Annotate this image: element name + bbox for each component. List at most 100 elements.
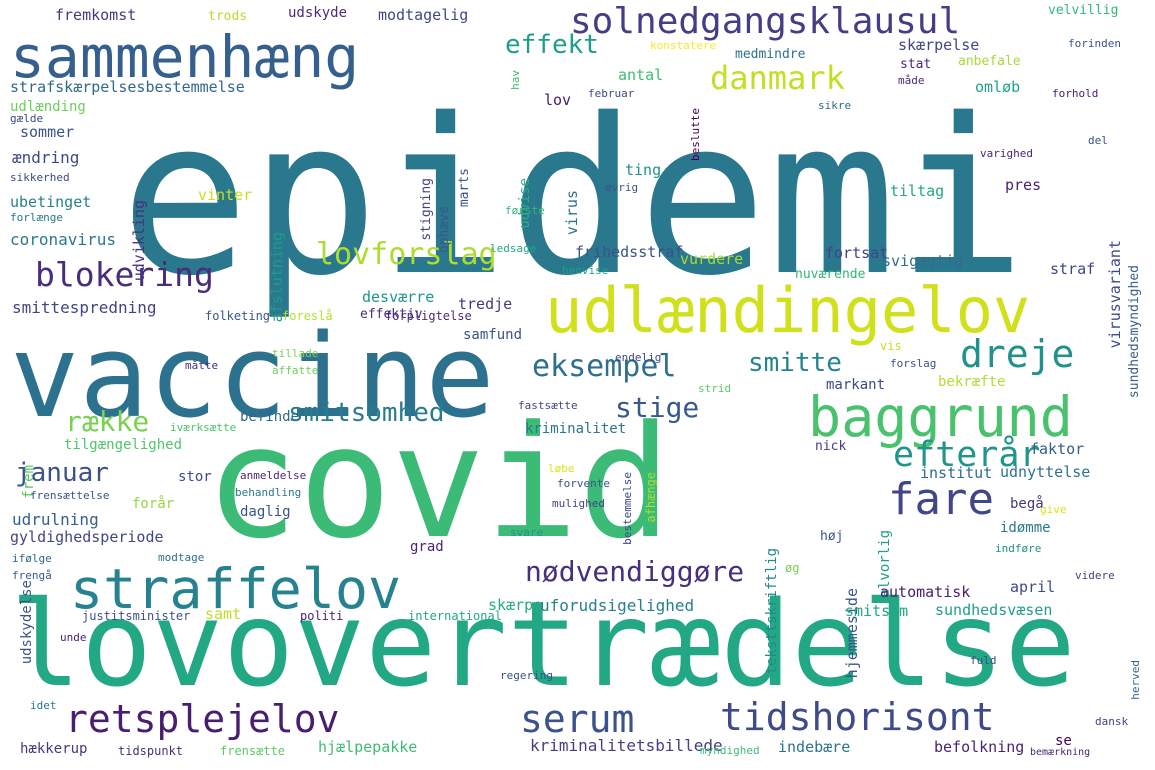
word-frensaette: frensætte bbox=[220, 744, 286, 758]
word-raekke: række bbox=[65, 405, 150, 438]
word-daglig: daglig bbox=[240, 504, 291, 520]
word-forhold: forhold bbox=[1052, 87, 1099, 100]
word-medmindre: medmindre bbox=[735, 47, 806, 62]
word-bekraefte: bekræfte bbox=[938, 374, 1006, 390]
word-fortsat: fortsat bbox=[825, 244, 889, 262]
word-fora-r: forår bbox=[132, 496, 175, 512]
word-tilgaengelighed: tilgængelighed bbox=[64, 437, 183, 453]
word-modtage: modtage bbox=[158, 551, 205, 564]
word-frihedsstraf: frihedsstraf bbox=[575, 243, 684, 261]
word-teksttskriftlig: teksttskriftlig bbox=[764, 548, 780, 675]
word-henvise: henvise bbox=[562, 264, 609, 277]
word-haekkerup: hækkerup bbox=[20, 741, 88, 757]
word-kriminalitetsbillede: kriminalitetsbillede bbox=[530, 736, 723, 755]
word-noedvendiggoere: nødvendiggøre bbox=[525, 555, 745, 588]
word-indebaere: indebære bbox=[778, 738, 851, 756]
word-stor: stor bbox=[178, 469, 212, 485]
word-regering: regering bbox=[500, 669, 553, 682]
word-dreje: dreje bbox=[960, 332, 1075, 376]
word-udskyde: udskyde bbox=[288, 5, 348, 21]
word-bestemmelse: bestemmelse bbox=[621, 472, 634, 545]
word-grad: grad bbox=[410, 539, 444, 555]
word-svigagtig: svigagtig bbox=[882, 252, 964, 270]
word-desvaerre: desværre bbox=[362, 288, 435, 306]
word-virusvariant: virusvariant bbox=[1106, 240, 1124, 349]
word-kriminalitet: kriminalitet bbox=[525, 421, 627, 437]
word-samt: samt bbox=[205, 605, 242, 623]
word-sammenhaeng: sammenhæng bbox=[10, 23, 360, 91]
word-give: give bbox=[1040, 503, 1067, 516]
word-beslutte: beslutte bbox=[689, 108, 702, 161]
word-pres: pres bbox=[1005, 176, 1042, 194]
word-stige: stige bbox=[615, 391, 700, 424]
word-forvente: forvente bbox=[557, 477, 610, 490]
word-vis: vis bbox=[880, 339, 902, 353]
word-virus: virus bbox=[563, 190, 581, 236]
word-oevrig: øvrig bbox=[605, 181, 639, 194]
word-folketing: folketing bbox=[205, 309, 271, 323]
word-forlaenge: forlænge bbox=[10, 211, 63, 224]
word-antal: antal bbox=[618, 66, 664, 84]
word-international: international bbox=[408, 609, 502, 623]
word-retsplejelov: retsplejelov bbox=[65, 697, 340, 741]
word-sundhedsvaesen: sundhedsvæsen bbox=[935, 601, 1053, 619]
word-bega: begå bbox=[1010, 496, 1044, 512]
word-tidspunkt: tidspunkt bbox=[118, 744, 184, 758]
word-nick: nick bbox=[815, 439, 847, 454]
word-tillade: tillade bbox=[272, 347, 319, 360]
word-ophaeve: ophæve bbox=[437, 206, 452, 253]
word-hjaelpepakke: hjælpepakke bbox=[318, 738, 418, 756]
word-skaerpelse: skærpelse bbox=[898, 36, 980, 54]
word-smitsom: smitsom bbox=[845, 602, 909, 620]
word-udlaendingelov: udlændingelov bbox=[545, 274, 1031, 347]
word-trods: trods bbox=[208, 9, 248, 24]
word-behandling: behandling bbox=[235, 486, 302, 499]
word-smitte: smitte bbox=[748, 348, 842, 378]
word-smittespredning: smittespredning bbox=[12, 298, 157, 317]
word-forslag: forslag bbox=[890, 357, 937, 370]
word-fuld: fuld bbox=[970, 654, 997, 667]
word-coronavirus: coronavirus bbox=[10, 230, 116, 249]
word-udvikling: udvikling bbox=[130, 200, 148, 282]
word-omloeb: omløb bbox=[975, 78, 1021, 96]
word-serum: serum bbox=[520, 697, 635, 741]
word-ma-tte: måtte bbox=[185, 359, 219, 372]
word-lov: lov bbox=[544, 91, 572, 109]
word-udrulning: udrulning bbox=[12, 510, 99, 529]
word-vinter: vinter bbox=[198, 186, 253, 204]
word-ifoelge: ifølge bbox=[12, 552, 52, 565]
word-sundhedsmyndighed: sundhedsmyndighed bbox=[1127, 265, 1142, 399]
word-anmeldelse: anmeldelse bbox=[240, 469, 307, 482]
word-markant: markant bbox=[826, 377, 886, 393]
word-samfund: samfund bbox=[463, 327, 523, 343]
word-unde: unde bbox=[60, 631, 87, 644]
word-ivaerksaette: iværksætte bbox=[170, 421, 237, 434]
word-eksempel: eksempel bbox=[532, 349, 677, 384]
word-hoej: høj bbox=[820, 529, 844, 544]
word-sikre: sikre bbox=[818, 99, 852, 112]
word-svare: svare bbox=[510, 526, 544, 539]
word-befinde: befinde bbox=[240, 409, 300, 425]
word-sommer: sommer bbox=[20, 123, 75, 141]
word-mulighed: mulighed bbox=[552, 497, 605, 510]
word-april: april bbox=[1010, 578, 1056, 596]
word-varighed: varighed bbox=[980, 147, 1033, 160]
word-danmark: danmark bbox=[710, 59, 845, 97]
word-frenga: frengå bbox=[12, 569, 52, 582]
word-eftera-r: efterår bbox=[893, 435, 1041, 475]
word-fremkomst: fremkomst bbox=[55, 6, 137, 24]
word-januar: januar bbox=[15, 458, 109, 488]
word-udlaending: udlænding bbox=[10, 99, 86, 115]
word-frensaettelse: frensættelse bbox=[30, 489, 110, 502]
word-ting: ting bbox=[625, 161, 662, 179]
word-se: se bbox=[1055, 733, 1072, 749]
word-faktor: faktor bbox=[1030, 440, 1085, 458]
word-baggrund: baggrund bbox=[808, 385, 1073, 449]
word-fastsaette: fastsætte bbox=[518, 399, 578, 412]
word-idet: idet bbox=[30, 699, 57, 712]
word-politi: politi bbox=[300, 609, 344, 623]
word-februar: februar bbox=[588, 87, 635, 100]
word-foerste: første bbox=[505, 204, 545, 217]
word-modtagelig: modtagelig bbox=[378, 6, 469, 24]
